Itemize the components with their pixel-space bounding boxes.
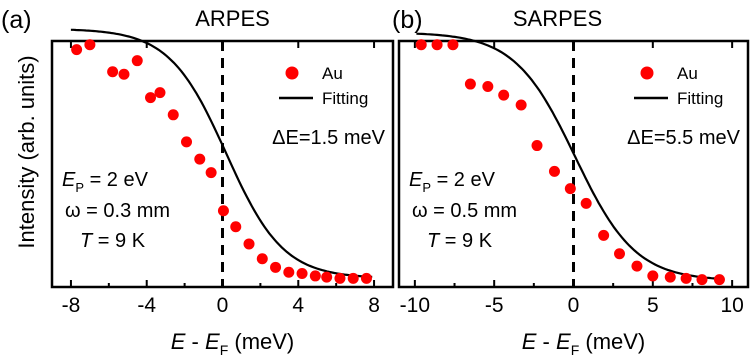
x-label-fermi-symbol: E bbox=[556, 329, 571, 354]
x-label-subscript: F bbox=[571, 342, 580, 358]
x-tick-label: -5 bbox=[485, 294, 504, 317]
data-point bbox=[598, 229, 610, 241]
x-tick-label: 8 bbox=[368, 294, 380, 317]
data-point bbox=[580, 197, 592, 209]
data-point bbox=[243, 238, 255, 250]
data-point bbox=[680, 272, 692, 284]
data-point bbox=[647, 270, 659, 282]
t-symbol: T bbox=[427, 230, 441, 252]
data-point bbox=[217, 205, 229, 217]
x-label-separator: - bbox=[536, 329, 556, 354]
data-point bbox=[131, 55, 143, 67]
data-point bbox=[107, 66, 119, 78]
data-point bbox=[205, 167, 217, 179]
photon-energy-label: EP = 2 eV bbox=[409, 169, 496, 195]
data-point bbox=[84, 39, 96, 51]
spot-size-label: ω = 0.3 mm bbox=[65, 200, 170, 222]
panel-title: ARPES bbox=[195, 6, 270, 31]
data-point bbox=[482, 81, 494, 93]
photon-energy-label: EP = 2 eV bbox=[62, 169, 149, 195]
data-point bbox=[145, 92, 157, 104]
panel-b: (b) SARPES-10 -5 0 5 10E - EF (meV)AuFittingΔ… bbox=[392, 6, 750, 358]
temperature-label: T = 9 K bbox=[80, 230, 146, 252]
data-point bbox=[548, 165, 560, 177]
data-point bbox=[531, 140, 543, 152]
data-point bbox=[515, 99, 527, 111]
data-point bbox=[296, 267, 308, 279]
data-point bbox=[347, 272, 359, 284]
fit-curve bbox=[70, 28, 373, 278]
x-tick-label: -10 bbox=[400, 294, 430, 317]
ep-value: = 2 eV bbox=[431, 169, 496, 191]
data-point bbox=[181, 136, 193, 148]
t-value: = 9 K bbox=[92, 230, 145, 252]
panel-a: (a) ARPES-8 -4 0 4 8E - EF (meV)AuFittingΔE=1… bbox=[1, 6, 395, 358]
data-point bbox=[431, 39, 443, 51]
data-point bbox=[118, 68, 130, 80]
data-point bbox=[464, 78, 476, 90]
legend-label-au: Au bbox=[677, 64, 698, 83]
t-symbol: T bbox=[80, 230, 94, 252]
x-axis-label: E - EF (meV) bbox=[522, 329, 646, 358]
x-tick-label: 4 bbox=[292, 294, 304, 317]
fit-curve bbox=[416, 32, 725, 281]
y-axis-label: Intensity (arb. units) bbox=[14, 55, 39, 248]
x-tick-label: -4 bbox=[137, 294, 156, 317]
ep-symbol: E bbox=[409, 169, 423, 191]
panel-title: SARPES bbox=[513, 6, 602, 31]
data-point bbox=[447, 39, 459, 51]
panel-label: (b) bbox=[392, 6, 423, 34]
data-point bbox=[256, 253, 268, 265]
data-point bbox=[664, 271, 676, 283]
data-point bbox=[614, 248, 626, 260]
data-point bbox=[713, 274, 725, 286]
x-tick-label: 5 bbox=[647, 294, 659, 317]
data-point bbox=[283, 266, 295, 278]
data-point bbox=[321, 271, 333, 283]
data-point bbox=[631, 260, 643, 272]
panel-label: (a) bbox=[1, 6, 32, 34]
resolution-label: ΔE=1.5 meV bbox=[272, 127, 386, 149]
data-point bbox=[360, 272, 372, 284]
x-label-symbol: E bbox=[522, 329, 537, 354]
data-point bbox=[309, 270, 321, 282]
data-point bbox=[194, 153, 206, 165]
temperature-label: T = 9 K bbox=[427, 230, 493, 252]
ep-value: = 2 eV bbox=[84, 169, 149, 191]
data-point bbox=[167, 109, 179, 121]
ep-subscript: P bbox=[75, 180, 84, 195]
legend-label-au: Au bbox=[322, 64, 343, 83]
x-label-subscript: F bbox=[220, 342, 229, 358]
data-point bbox=[230, 221, 242, 233]
t-value: = 9 K bbox=[439, 230, 492, 252]
x-label-fermi-symbol: E bbox=[205, 329, 220, 354]
legend-label-fitting: Fitting bbox=[322, 89, 368, 108]
data-point bbox=[415, 39, 427, 51]
data-point bbox=[498, 89, 510, 101]
x-tick-label: -8 bbox=[62, 294, 81, 317]
x-label-unit: (meV) bbox=[579, 329, 645, 354]
legend-marker-au bbox=[640, 66, 654, 80]
x-label-unit: (meV) bbox=[228, 329, 294, 354]
data-point bbox=[564, 183, 576, 195]
x-label-separator: - bbox=[185, 329, 205, 354]
data-point bbox=[71, 44, 83, 56]
x-tick-label: 10 bbox=[720, 294, 743, 317]
data-point bbox=[270, 261, 282, 273]
x-tick-label: 0 bbox=[217, 294, 229, 317]
resolution-label: ΔE=5.5 meV bbox=[627, 127, 741, 149]
data-point bbox=[154, 87, 166, 99]
ep-symbol: E bbox=[62, 169, 76, 191]
spot-size-label: ω = 0.5 mm bbox=[412, 200, 517, 222]
x-axis-label: E - EF (meV) bbox=[171, 329, 295, 358]
x-label-symbol: E bbox=[171, 329, 186, 354]
ep-subscript: P bbox=[422, 180, 431, 195]
legend-marker-au bbox=[285, 66, 299, 80]
data-point bbox=[696, 274, 708, 286]
data-point bbox=[334, 272, 346, 284]
legend-label-fitting: Fitting bbox=[677, 89, 723, 108]
x-tick-label: 0 bbox=[568, 294, 580, 317]
